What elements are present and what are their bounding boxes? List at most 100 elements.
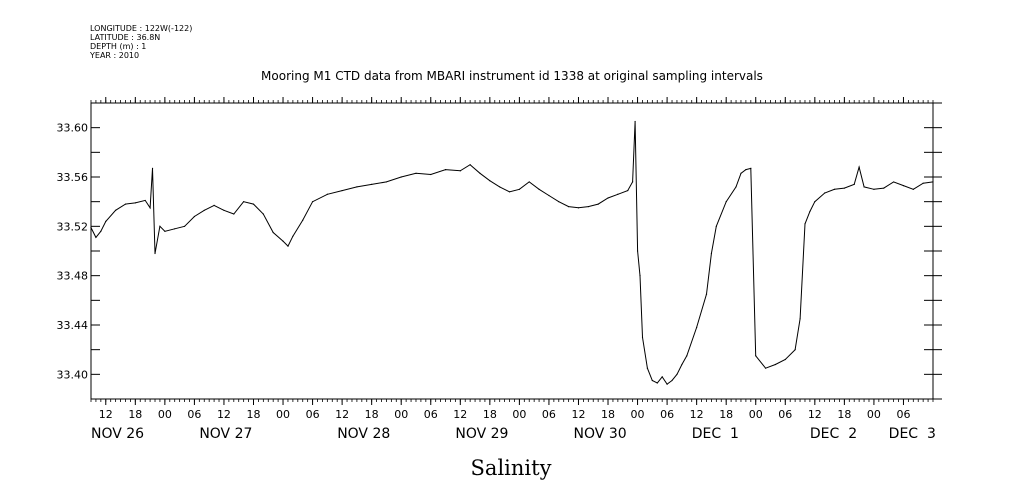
- data-point: [311, 201, 314, 203]
- data-point: [90, 226, 92, 229]
- x-date-label: DEC 1: [692, 426, 739, 442]
- data-point: [548, 194, 550, 197]
- x-hour-label: 18: [719, 408, 733, 421]
- data-point: [444, 169, 447, 171]
- x-hour-label: 00: [394, 408, 408, 421]
- x-hour-label: 00: [276, 408, 290, 421]
- data-point: [696, 326, 698, 329]
- x-hour-label: 18: [365, 408, 379, 421]
- data-point: [115, 209, 117, 211]
- data-point: [469, 164, 471, 166]
- data-point: [641, 336, 644, 338]
- data-point: [639, 275, 641, 277]
- data-point: [735, 186, 737, 188]
- x-hour-label: 12: [808, 408, 822, 421]
- data-point: [144, 199, 146, 202]
- y-tick-label: 33.40: [57, 368, 89, 381]
- data-point: [814, 201, 816, 203]
- data-point: [853, 183, 855, 185]
- data-point: [134, 202, 136, 204]
- data-point: [804, 223, 806, 225]
- x-date-label: NOV 28: [337, 426, 390, 442]
- data-point: [755, 355, 757, 357]
- data-point: [794, 349, 796, 351]
- data-point: [740, 172, 742, 174]
- data-point: [607, 197, 609, 199]
- data-point: [105, 220, 107, 222]
- data-point: [459, 170, 461, 172]
- x-hour-label: 06: [424, 408, 438, 421]
- data-point: [824, 192, 826, 194]
- data-point: [164, 230, 166, 232]
- data-point: [799, 318, 801, 320]
- x-hour-label: 06: [896, 408, 910, 421]
- data-point: [100, 230, 102, 232]
- data-point: [479, 172, 481, 174]
- data-point: [183, 225, 186, 227]
- x-hour-label: 06: [306, 408, 320, 421]
- data-point: [774, 363, 777, 366]
- data-point: [634, 120, 636, 123]
- data-point: [656, 382, 658, 384]
- x-hour-label: 00: [749, 408, 763, 421]
- data-point: [193, 215, 196, 218]
- data-point: [651, 379, 653, 382]
- data-point: [932, 181, 934, 183]
- x-hour-label: 12: [335, 408, 349, 421]
- data-point: [508, 191, 511, 193]
- data-point: [499, 186, 501, 188]
- data-point: [159, 225, 161, 227]
- data-point: [863, 186, 865, 188]
- meta-latitude: LATITUDE : 36.8N: [90, 33, 160, 42]
- data-point: [833, 188, 836, 190]
- data-point: [154, 252, 156, 255]
- data-point: [893, 181, 895, 183]
- chart-title: Mooring M1 CTD data from MBARI instrumen…: [261, 69, 763, 83]
- data-point: [95, 236, 97, 239]
- y-tick-label: 33.48: [57, 270, 89, 283]
- series-line-salinity: [90, 121, 934, 385]
- data-point: [341, 189, 343, 192]
- data-point: [710, 252, 713, 255]
- data-point: [627, 189, 629, 192]
- x-axis: 12 18 00 06 12 18 00 06 12 18 00 06 12 18 00 06 12 18 00 06…: [91, 97, 936, 442]
- data-point: [233, 213, 235, 215]
- data-point: [671, 379, 673, 382]
- x-date-label: NOV 26: [91, 426, 144, 442]
- data-point: [518, 188, 520, 190]
- x-hour-label: 00: [867, 408, 881, 421]
- x-date-label: DEC 3: [889, 426, 936, 442]
- data-point: [681, 363, 683, 366]
- data-point: [213, 204, 215, 206]
- metadata-block: LONGITUDE : 122W(-122) LATITUDE : 36.8N …: [89, 24, 192, 60]
- data-point: [715, 225, 717, 227]
- data-point: [873, 188, 875, 190]
- data-point: [287, 245, 289, 247]
- data-point: [636, 250, 639, 252]
- data-point: [686, 355, 688, 357]
- data-point: [666, 383, 668, 385]
- data-point: [149, 207, 151, 209]
- x-hour-label: 00: [158, 408, 172, 421]
- data-point: [617, 193, 619, 195]
- x-hour-label: 12: [690, 408, 704, 421]
- data-point: [326, 193, 328, 195]
- x-axis-title: Salinity: [471, 456, 552, 480]
- data-point: [587, 206, 589, 208]
- x-hour-label: 18: [246, 408, 260, 421]
- data-point: [272, 231, 274, 234]
- data-point: [174, 228, 176, 230]
- x-hour-label: 12: [217, 408, 231, 421]
- data-point: [385, 181, 388, 183]
- data-point: [661, 376, 663, 378]
- data-point: [124, 203, 127, 205]
- y-axis: 33.40 33.44 33.48 33.52 33.56 33.60: [57, 102, 942, 400]
- y-tick-label: 33.56: [57, 171, 89, 184]
- data-point: [784, 358, 786, 361]
- meta-longitude: LONGITUDE : 122W(-122): [90, 24, 192, 33]
- data-point: [858, 166, 860, 168]
- data-point: [676, 373, 678, 375]
- x-hour-label: 06: [660, 408, 674, 421]
- data-point: [203, 209, 205, 211]
- x-hour-label: 18: [128, 408, 142, 421]
